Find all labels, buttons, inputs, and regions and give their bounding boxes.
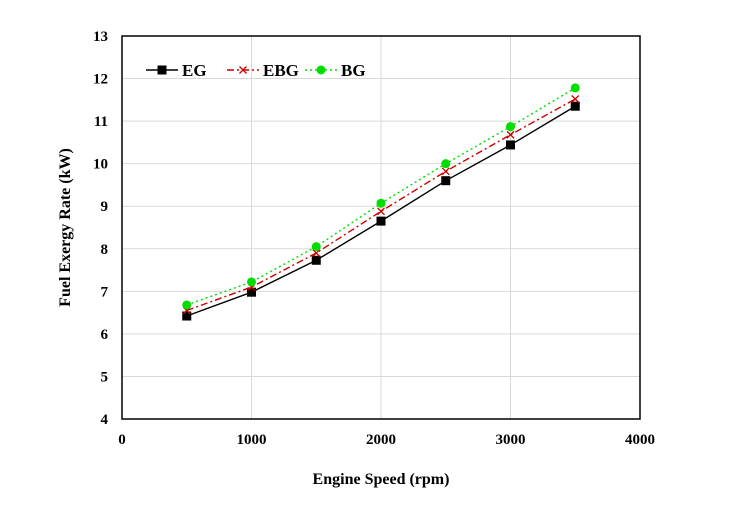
marker-x: [377, 207, 385, 216]
marker-circle: [247, 277, 256, 287]
marker-x: [312, 249, 321, 257]
marker-square: [157, 65, 167, 75]
series-layer: [182, 83, 580, 321]
y-tick-label: 13: [93, 29, 108, 45]
legend-label: EG: [182, 61, 207, 80]
y-tick-label: 12: [93, 72, 108, 88]
x-tick-label: 4000: [625, 432, 655, 448]
legend-item-bg: BG: [305, 61, 366, 80]
y-tick-label: 9: [101, 199, 109, 215]
marker-circle: [506, 122, 515, 132]
y-axis-title: Fuel Exergy Rate (kW): [57, 148, 74, 307]
marker-square: [441, 176, 451, 186]
marker-square: [247, 287, 256, 297]
marker-square: [311, 255, 321, 265]
marker-circle: [311, 242, 321, 252]
marker-square: [570, 101, 580, 111]
marker-circle: [441, 159, 451, 169]
legend-item-ebg: EBG: [227, 61, 299, 80]
legend-label: EBG: [263, 61, 299, 80]
plot-area: [121, 35, 641, 420]
x-tick-label: 1000: [237, 432, 267, 448]
y-tick-label: 8: [101, 242, 109, 258]
y-tick-label: 7: [101, 284, 109, 300]
marker-x: [239, 66, 247, 74]
y-tick-label: 11: [94, 114, 108, 130]
series-bg: [182, 83, 580, 310]
marker-square: [506, 140, 515, 150]
legend: EG EBG BG: [146, 61, 366, 80]
marker-circle: [376, 198, 386, 208]
marker-square: [182, 311, 192, 321]
y-tick-label: 5: [101, 369, 109, 385]
marker-x: [571, 95, 580, 103]
marker-x: [506, 130, 515, 139]
legend-item-eg: EG: [146, 61, 207, 80]
marker-circle: [570, 83, 580, 93]
x-tick-label: 0: [118, 432, 126, 448]
series-eg: [182, 101, 580, 321]
grid-lines: [122, 36, 640, 419]
tick-labels: 4 5 6 7 8 9 10 11 12 13 0 1000 2000 3000 4000: [93, 29, 655, 448]
legend-label: BG: [341, 61, 366, 80]
x-tick-label: 3000: [496, 432, 526, 448]
marker-square: [376, 216, 386, 226]
y-tick-label: 10: [93, 157, 108, 173]
marker-x: [441, 167, 450, 176]
x-axis-title: Engine Speed (rpm): [313, 471, 450, 488]
marker-circle: [182, 300, 192, 310]
x-tick-label: 2000: [366, 432, 396, 448]
marker-circle: [316, 65, 326, 75]
y-tick-label: 4: [101, 412, 109, 428]
y-tick-label: 6: [101, 327, 109, 343]
